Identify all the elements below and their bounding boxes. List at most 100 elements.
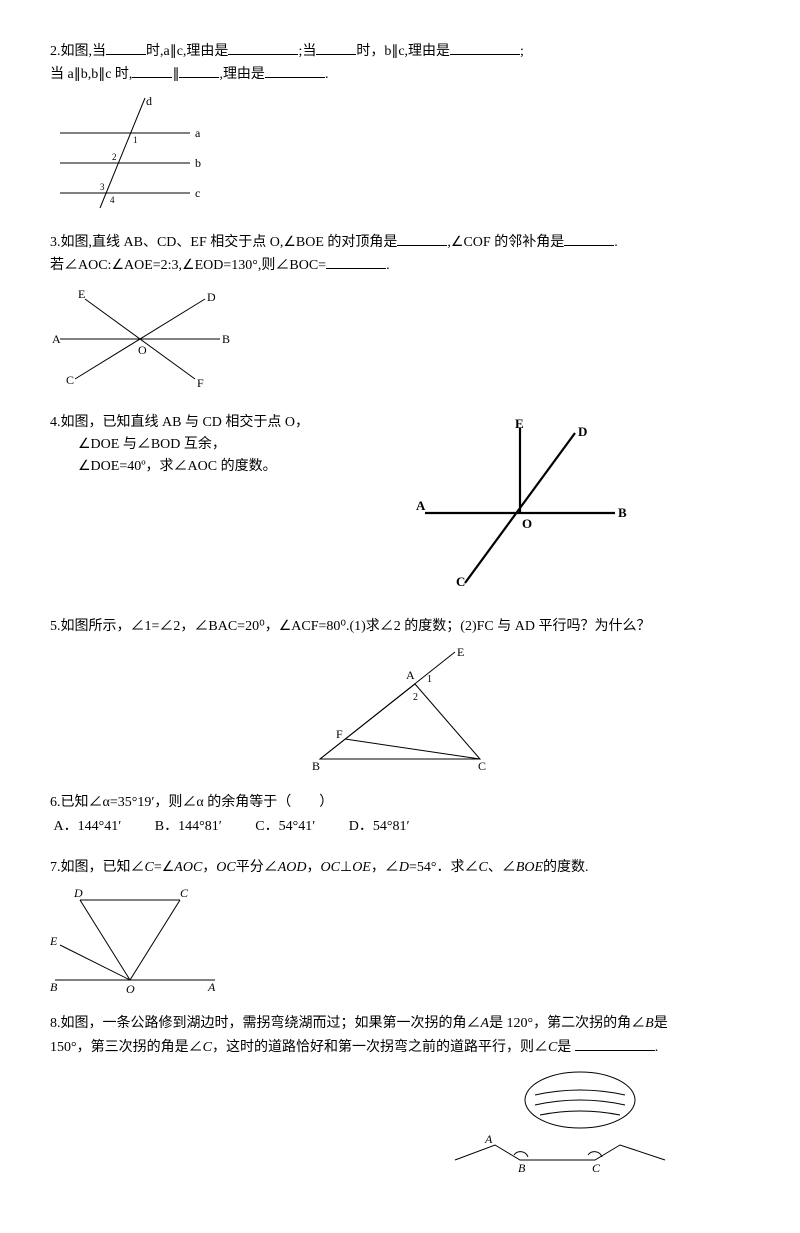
label-C: C — [592, 1161, 601, 1175]
label-d: d — [146, 94, 152, 108]
q3-text: . — [386, 258, 390, 273]
t: 150°，第三次拐的角是∠ — [50, 1040, 203, 1055]
q3-line1: 3.如图,直线 AB、CD、EF 相交于点 O,∠BOE 的对顶角是,∠COF … — [50, 231, 750, 254]
blank-field — [228, 40, 298, 55]
q6-optB: B．144°81′ — [155, 819, 222, 834]
label-A: A — [406, 668, 415, 682]
question-8: 8.如图，一条公路修到湖边时，需拐弯绕湖而过；如果第一次拐的角∠A是 120°，… — [50, 1013, 750, 1175]
label-O: O — [522, 516, 532, 531]
t: ，这时的道路恰好和第一次拐弯之前的道路平行，则∠ — [212, 1040, 548, 1055]
label-B: B — [312, 759, 320, 773]
t: 是 — [557, 1040, 575, 1055]
t: 、∠ — [488, 860, 516, 875]
t: C — [548, 1040, 557, 1055]
t: AOD — [278, 860, 307, 875]
label-c: c — [195, 186, 200, 200]
q4-figure: E D A B C O — [410, 418, 630, 588]
q2-text: ;当 — [298, 44, 316, 59]
blank-field — [106, 40, 146, 55]
blank-field — [265, 63, 325, 78]
q5-figure: E A F B C 1 2 — [50, 644, 750, 774]
q2-text: 时,a∥c,理由是 — [146, 44, 228, 59]
q7-text: 7.如图，已知∠C=∠AOC，OC平分∠AOD，OC⊥OE，∠D=54°．求∠C… — [50, 857, 750, 879]
blank-field — [179, 63, 219, 78]
q8-line1: 8.如图，一条公路修到湖边时，需拐弯绕湖而过；如果第一次拐的角∠A是 120°，… — [50, 1013, 750, 1035]
q4-l2: ∠DOE 与∠BOD 互余， — [50, 434, 410, 456]
t: =54°．求∠ — [409, 860, 479, 875]
q2-text: . — [325, 67, 329, 82]
q2-line2: 当 a∥b,b∥c 时,∥,理由是. — [50, 63, 750, 86]
q3-line2: 若∠AOC:∠AOE=2:3,∠EOD=130°,则∠BOC=. — [50, 254, 750, 277]
t: BOE — [516, 860, 543, 875]
t: =∠ — [154, 860, 174, 875]
t: 8.如图，一条公路修到湖边时，需拐弯绕湖而过；如果第一次拐的角∠ — [50, 1016, 481, 1031]
blank-field — [326, 254, 386, 269]
q3-text: ,∠COF 的邻补角是 — [447, 235, 564, 250]
q6-options: A．144°41′ B．144°81′ C．54°41′ D．54°81′ — [50, 816, 750, 838]
t: ， — [307, 860, 321, 875]
label-C: C — [456, 574, 465, 588]
t: 平分∠ — [236, 860, 278, 875]
question-6: 6.已知∠α=35°19′，则∠α 的余角等于（ ） A．144°41′ B．1… — [50, 792, 750, 839]
label-B: B — [222, 332, 230, 346]
label-O: O — [138, 343, 147, 357]
t: OC — [321, 860, 340, 875]
blank-field — [564, 231, 614, 246]
q2-text: ; — [520, 44, 524, 59]
q5-svg: E A F B C 1 2 — [300, 644, 500, 774]
t: C — [478, 860, 487, 875]
t: 是 120°，第二次拐的角∠ — [489, 1016, 645, 1031]
label-C: C — [180, 886, 189, 900]
q8-line2: 150°，第三次拐的角是∠C，这时的道路恰好和第一次拐弯之前的道路平行，则∠C是… — [50, 1036, 750, 1059]
t: 是 — [654, 1016, 668, 1031]
label-F: F — [197, 376, 204, 390]
t: C — [145, 860, 154, 875]
t: D — [399, 860, 409, 875]
label-2: 2 — [112, 152, 117, 162]
label-1: 1 — [427, 674, 432, 685]
t: 的度数. — [543, 860, 589, 875]
q4-text-block: 4.如图，已知直线 AB 与 CD 相交于点 O， ∠DOE 与∠BOD 互余，… — [50, 412, 410, 479]
t: ， — [202, 860, 216, 875]
q5-text: 5.如图所示，∠1=∠2，∠BAC=20⁰，∠ACF=80⁰.(1)求∠2 的度… — [50, 616, 750, 638]
label-E: E — [78, 287, 85, 301]
label-F: F — [336, 727, 343, 741]
q7-figure: D C E B O A — [50, 885, 750, 995]
q7-svg: D C E B O A — [50, 885, 220, 995]
q2-text: ,理由是 — [219, 67, 265, 82]
q4-l1: 4.如图，已知直线 AB 与 CD 相交于点 O， — [50, 412, 410, 434]
q2-text: ∥ — [172, 67, 179, 82]
q3-text: 若∠AOC:∠AOE=2:3,∠EOD=130°,则∠BOC= — [50, 258, 326, 273]
q4-l3: ∠DOE=40º，求∠AOC 的度数。 — [50, 456, 410, 478]
label-A: A — [52, 332, 61, 346]
q8-svg: A B C — [450, 1065, 670, 1175]
q6-optC: C．54°41′ — [255, 819, 315, 834]
label-a: a — [195, 126, 201, 140]
q6-text: 6.已知∠α=35°19′，则∠α 的余角等于（ ） — [50, 792, 750, 814]
label-A: A — [207, 980, 216, 994]
label-A: A — [416, 498, 426, 513]
question-5: 5.如图所示，∠1=∠2，∠BAC=20⁰，∠ACF=80⁰.(1)求∠2 的度… — [50, 616, 750, 774]
question-4: 4.如图，已知直线 AB 与 CD 相交于点 O， ∠DOE 与∠BOD 互余，… — [50, 412, 750, 598]
q2-line1: 2.如图,当时,a∥c,理由是;当时，b∥c,理由是; — [50, 40, 750, 63]
blank-field — [450, 40, 520, 55]
q3-svg: E D A B C F O — [50, 284, 230, 394]
q8-figure: A B C — [50, 1065, 750, 1175]
t: C — [203, 1040, 212, 1055]
label-B: B — [518, 1161, 526, 1175]
label-3: 3 — [100, 182, 105, 192]
blank-field — [397, 231, 447, 246]
label-C: C — [66, 373, 74, 387]
t: . — [655, 1040, 659, 1055]
q6-optD: D．54°81′ — [349, 819, 410, 834]
t: ，∠ — [371, 860, 399, 875]
t: 7.如图，已知∠ — [50, 860, 145, 875]
q3-figure: E D A B C F O — [50, 284, 750, 394]
blank-field — [316, 40, 356, 55]
t: ⊥ — [340, 860, 352, 875]
label-C: C — [478, 759, 486, 773]
label-E: E — [515, 418, 524, 431]
blank-field — [132, 63, 172, 78]
label-O: O — [126, 982, 135, 995]
label-2: 2 — [413, 692, 418, 703]
